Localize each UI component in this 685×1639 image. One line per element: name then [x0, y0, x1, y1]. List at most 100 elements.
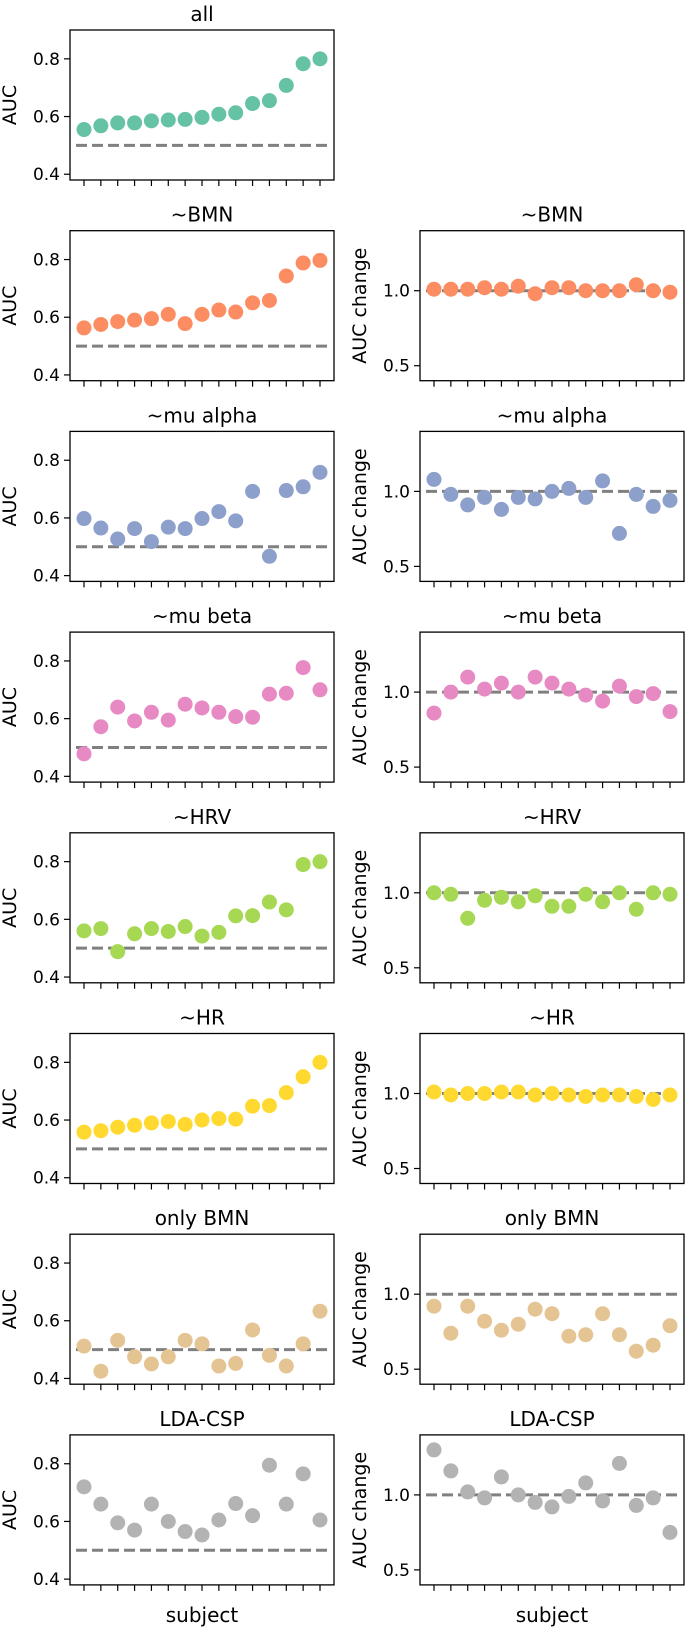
axes-frame [69, 430, 335, 583]
y-tick-label: 0.6 [33, 710, 60, 730]
data-point [110, 1332, 126, 1348]
data-point [645, 1092, 661, 1107]
data-point [177, 111, 193, 127]
data-point [245, 1322, 261, 1338]
y-tick-label: 0.5 [383, 557, 410, 577]
data-point [245, 1508, 261, 1524]
data-point [477, 892, 493, 908]
panel-only-bmn-change: 0.5 1.0 only BMN AUC change [349, 1206, 685, 1391]
panel-title: ~mu alpha [497, 403, 608, 427]
data-point [611, 678, 627, 694]
data-point [561, 898, 577, 914]
data-point [194, 511, 210, 527]
data-point [426, 885, 442, 901]
data-point [261, 894, 277, 910]
data-point [245, 483, 261, 499]
data-point [228, 908, 244, 924]
y-tick-label: 0.5 [383, 1160, 410, 1180]
x-axis-label: subject [516, 1603, 589, 1627]
data-point [578, 489, 594, 505]
data-point [194, 109, 210, 125]
data-point [510, 1487, 526, 1503]
data-point [177, 919, 193, 935]
data-point [527, 286, 543, 302]
data-point [645, 885, 661, 901]
data-point [628, 1343, 644, 1359]
data-point [211, 302, 227, 318]
data-point [443, 1325, 459, 1341]
panel-hrv-auc: 0.4 0.6 0.8 ~HRV AUC [0, 805, 335, 989]
data-point [110, 531, 126, 547]
data-point [477, 1490, 493, 1506]
panel-hr-auc: 0.4 0.6 0.8 ~HR AUC [0, 1006, 335, 1190]
data-point [628, 277, 644, 293]
panel-title: ~mu beta [502, 604, 602, 628]
y-tick-label: 0.8 [33, 652, 60, 672]
axes-frame [69, 832, 335, 984]
data-point [76, 923, 92, 939]
data-point [510, 489, 526, 505]
data-point [426, 471, 442, 487]
y-tick-label: 0.5 [383, 357, 410, 377]
data-point [127, 521, 143, 537]
y-tick-label: 1.0 [383, 1085, 410, 1105]
data-point [645, 498, 661, 514]
y-tick-label: 0.4 [33, 1369, 60, 1389]
y-axis-label: AUC change [349, 649, 371, 765]
data-point [143, 113, 159, 129]
data-point [93, 1496, 109, 1512]
y-tick-label: 0.6 [33, 1312, 60, 1332]
data-point [578, 1327, 594, 1343]
data-point [662, 1318, 678, 1334]
panel-title: ~mu alpha [147, 403, 258, 427]
panel-hr-change: 0.5 1.0 ~HR AUC change [349, 1006, 685, 1190]
data-point [628, 1497, 644, 1513]
data-point [110, 115, 126, 131]
data-point [443, 886, 459, 902]
y-tick-label: 0.5 [383, 1360, 410, 1380]
data-point [426, 1442, 442, 1458]
x-axis-label: subject [166, 1603, 239, 1627]
data-point [228, 1111, 244, 1127]
data-point [561, 280, 577, 296]
data-point [194, 700, 210, 716]
data-point [76, 122, 92, 138]
data-point [160, 1113, 176, 1129]
data-point [493, 281, 509, 297]
data-point [76, 511, 92, 527]
data-point [561, 1087, 577, 1103]
axes-frame [69, 1233, 335, 1385]
y-axis-label: AUC [0, 1490, 21, 1530]
y-tick-label: 0.5 [383, 758, 410, 778]
data-point [278, 1085, 294, 1101]
data-point [160, 519, 176, 535]
data-point [261, 548, 277, 564]
panel-title: only BMN [155, 1206, 250, 1230]
data-point [662, 284, 678, 300]
data-point [493, 1469, 509, 1485]
data-point [544, 898, 560, 914]
data-point [143, 1496, 159, 1512]
panel-all-auc: 0.4 0.6 0.8 all AUC [0, 2, 335, 186]
data-point [312, 682, 328, 698]
y-axis-label: AUC change [349, 850, 371, 966]
y-tick-label: 0.4 [33, 1169, 60, 1189]
y-axis-label: AUC [0, 286, 21, 326]
data-point [527, 888, 543, 904]
data-point [177, 316, 193, 332]
data-point [443, 1463, 459, 1479]
data-point [93, 118, 109, 134]
data-point [527, 669, 543, 685]
data-point [278, 1496, 294, 1512]
data-point [194, 1112, 210, 1128]
data-point [127, 312, 143, 328]
data-point [245, 295, 261, 311]
data-point [143, 1356, 159, 1372]
data-point [76, 320, 92, 336]
data-point [595, 894, 611, 910]
panel-title: ~HRV [173, 805, 232, 829]
y-tick-label: 1.0 [383, 683, 410, 703]
data-point [194, 306, 210, 322]
data-point [295, 255, 311, 271]
data-point [278, 1358, 294, 1374]
